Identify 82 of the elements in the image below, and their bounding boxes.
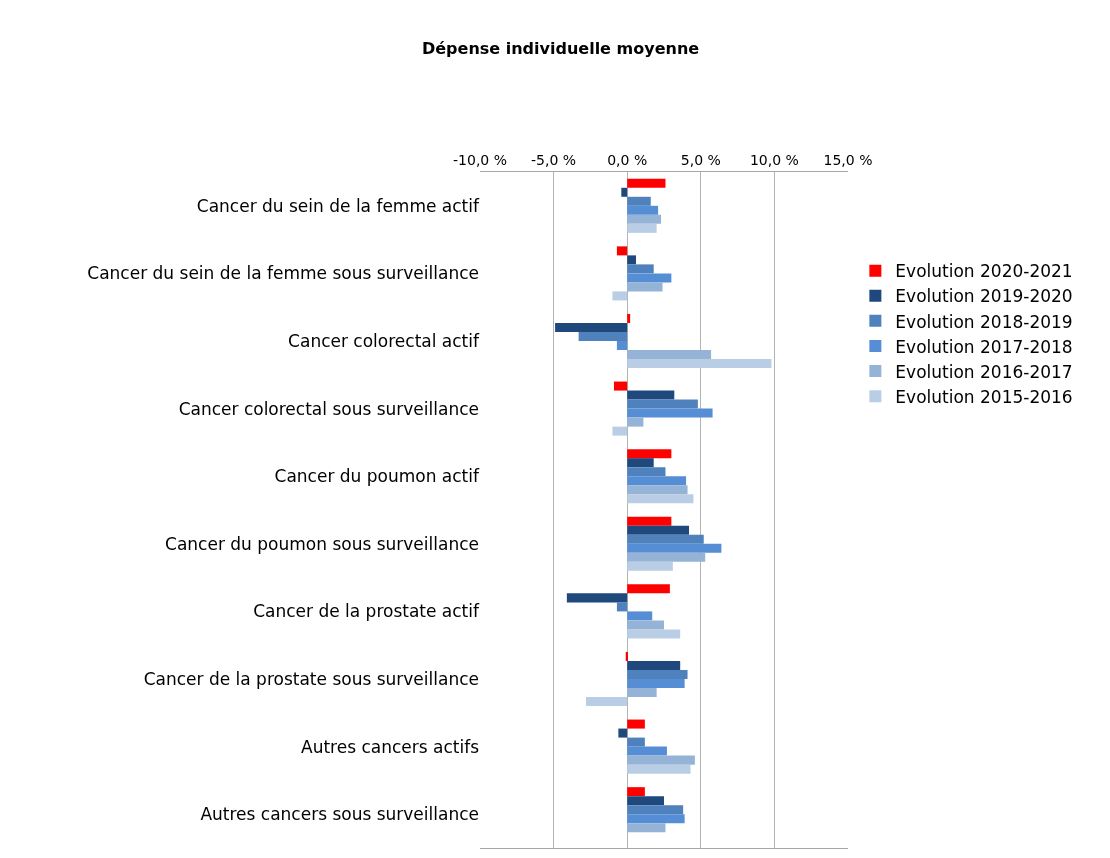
bar (627, 823, 666, 833)
bar (627, 746, 667, 756)
bar (627, 313, 631, 323)
legend-label: Evolution 2015-2016 (895, 386, 1073, 407)
bar (627, 516, 672, 526)
bar (627, 458, 654, 468)
bar (627, 611, 653, 621)
bar (627, 688, 657, 698)
bar (616, 602, 628, 612)
y-tick-label: Cancer du sein de la femme actif (196, 195, 481, 216)
bar (627, 408, 713, 418)
bar (627, 399, 698, 409)
bar (625, 651, 628, 661)
bar (627, 196, 651, 206)
y-tick-label: Cancer de la prostate actif (253, 601, 481, 622)
x-tick-label: 15,0 % (823, 152, 873, 169)
bar (627, 467, 666, 477)
bar (627, 417, 644, 427)
y-tick-label: Cancer du poumon actif (274, 466, 480, 487)
bar (627, 534, 704, 544)
bar (627, 805, 684, 815)
bar (578, 331, 628, 341)
bar (627, 485, 688, 495)
bar (627, 543, 722, 553)
bar (627, 584, 670, 594)
bar (627, 449, 672, 459)
bar (566, 593, 628, 603)
bar (627, 476, 687, 486)
x-tick-label: 0,0 % (607, 152, 648, 169)
bar (627, 679, 685, 689)
bar (627, 255, 637, 265)
bar (585, 697, 628, 707)
y-tick-label: Autres cancers sous surveillance (200, 804, 479, 825)
bar (627, 205, 659, 215)
bar (627, 787, 645, 797)
x-tick-label: 5,0 % (680, 152, 721, 169)
bar (616, 246, 628, 256)
bar (627, 359, 772, 369)
bar (627, 620, 664, 630)
bar (555, 322, 628, 332)
bar (618, 728, 628, 738)
y-tick-label: Cancer colorectal actif (288, 330, 481, 351)
y-tick-label: Cancer du poumon sous surveillance (165, 533, 479, 554)
bar (627, 552, 706, 562)
bar (627, 273, 672, 283)
y-tick-label: Cancer de la prostate sous surveillance (143, 668, 479, 689)
bar (627, 525, 690, 535)
x-tick-label: -5,0 % (531, 152, 577, 169)
bar (627, 814, 685, 824)
bar (627, 494, 694, 504)
bar (627, 561, 673, 571)
bar (627, 350, 712, 360)
bar (627, 737, 645, 747)
bar (627, 764, 691, 774)
legend-label: Evolution 2019-2020 (895, 286, 1073, 307)
bar (621, 187, 628, 197)
bar (627, 264, 654, 274)
x-tick-label: 10,0 % (749, 152, 799, 169)
chart-title: Dépense individuelle moyenne (421, 39, 700, 59)
y-tick-label: Cancer du sein de la femme sous surveillance (87, 263, 479, 284)
bar (627, 214, 662, 224)
bar (627, 669, 688, 679)
bar (627, 629, 681, 639)
bar (627, 755, 695, 765)
bar (627, 719, 645, 729)
bar (627, 178, 666, 188)
bar (627, 660, 681, 670)
bar (613, 381, 628, 391)
y-tick-label: Autres cancers actifs (301, 736, 480, 757)
y-tick-label: Cancer colorectal sous surveillance (178, 398, 479, 419)
x-tick-label: -10,0 % (453, 152, 507, 169)
legend-label: Evolution 2020-2021 (895, 261, 1073, 282)
bar (627, 390, 675, 400)
bar (612, 291, 628, 301)
bar (627, 282, 663, 292)
bar (627, 223, 657, 233)
legend-label: Evolution 2017-2018 (895, 336, 1073, 357)
legend-label: Evolution 2018-2019 (895, 311, 1073, 332)
bar (616, 341, 628, 351)
bar (627, 796, 664, 806)
legend-label: Evolution 2016-2017 (895, 361, 1073, 382)
bar (612, 426, 628, 436)
